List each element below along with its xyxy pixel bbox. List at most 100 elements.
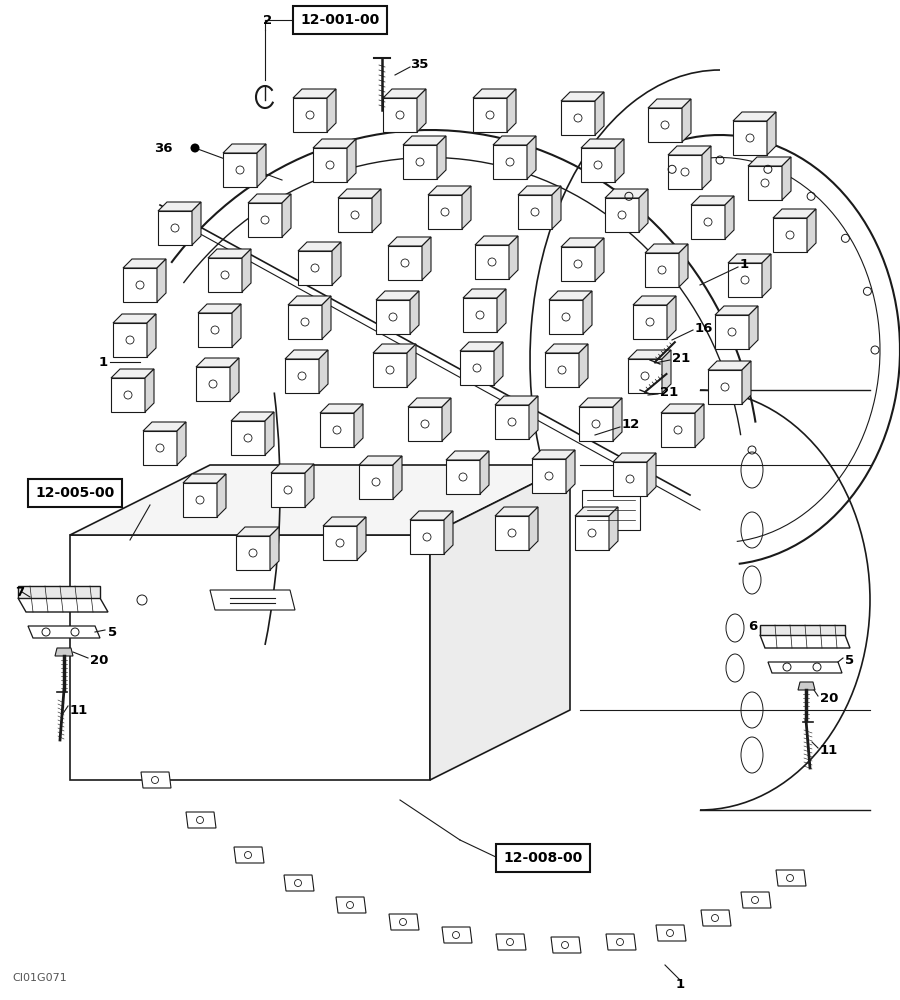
Polygon shape	[581, 148, 615, 182]
Polygon shape	[473, 98, 507, 132]
Polygon shape	[495, 396, 538, 405]
Polygon shape	[123, 259, 166, 268]
Polygon shape	[70, 465, 570, 535]
Polygon shape	[579, 407, 613, 441]
Polygon shape	[561, 238, 604, 247]
Polygon shape	[581, 139, 624, 148]
Text: 16: 16	[695, 322, 714, 334]
Polygon shape	[298, 251, 332, 285]
Text: 5: 5	[108, 626, 117, 639]
Polygon shape	[473, 89, 516, 98]
Polygon shape	[609, 507, 618, 550]
Polygon shape	[192, 202, 201, 245]
Polygon shape	[257, 144, 266, 187]
Polygon shape	[320, 404, 363, 413]
Polygon shape	[695, 404, 704, 447]
Polygon shape	[595, 238, 604, 281]
Polygon shape	[495, 507, 538, 516]
Text: 11: 11	[820, 744, 838, 756]
Polygon shape	[715, 315, 749, 349]
Polygon shape	[668, 155, 702, 189]
Polygon shape	[529, 507, 538, 550]
Polygon shape	[320, 413, 354, 447]
Polygon shape	[288, 296, 331, 305]
Polygon shape	[760, 635, 850, 648]
Polygon shape	[442, 398, 451, 441]
Polygon shape	[408, 398, 451, 407]
Polygon shape	[582, 490, 640, 530]
Polygon shape	[305, 464, 314, 507]
Polygon shape	[518, 186, 561, 195]
Polygon shape	[532, 450, 575, 459]
Polygon shape	[645, 253, 679, 287]
Polygon shape	[323, 526, 357, 560]
Polygon shape	[566, 450, 575, 493]
Text: 5: 5	[845, 654, 854, 666]
Text: CI01G071: CI01G071	[12, 973, 67, 983]
Polygon shape	[18, 598, 108, 612]
Polygon shape	[691, 205, 725, 239]
Polygon shape	[529, 396, 538, 439]
Text: 2: 2	[263, 13, 272, 26]
Polygon shape	[749, 306, 758, 349]
Polygon shape	[575, 507, 618, 516]
Polygon shape	[407, 344, 416, 387]
Polygon shape	[708, 361, 751, 370]
Polygon shape	[284, 875, 314, 891]
Polygon shape	[605, 189, 648, 198]
Polygon shape	[293, 98, 327, 132]
Polygon shape	[285, 359, 319, 393]
Polygon shape	[359, 465, 393, 499]
Polygon shape	[549, 291, 592, 300]
Polygon shape	[667, 296, 676, 339]
Polygon shape	[633, 296, 676, 305]
Polygon shape	[422, 237, 431, 280]
Polygon shape	[319, 350, 328, 393]
Polygon shape	[475, 236, 518, 245]
Polygon shape	[123, 268, 157, 302]
Polygon shape	[177, 422, 186, 465]
Polygon shape	[545, 344, 588, 353]
Polygon shape	[388, 246, 422, 280]
Polygon shape	[648, 99, 691, 108]
Text: 21: 21	[660, 385, 679, 398]
Polygon shape	[428, 195, 462, 229]
Text: 1: 1	[740, 258, 749, 271]
Polygon shape	[354, 404, 363, 447]
Polygon shape	[615, 139, 624, 182]
Polygon shape	[733, 112, 776, 121]
Polygon shape	[408, 407, 442, 441]
Polygon shape	[545, 353, 579, 387]
Polygon shape	[403, 136, 446, 145]
Circle shape	[191, 143, 200, 152]
Polygon shape	[495, 405, 529, 439]
Polygon shape	[613, 398, 622, 441]
Polygon shape	[298, 242, 341, 251]
Polygon shape	[661, 404, 704, 413]
Polygon shape	[28, 626, 100, 638]
Polygon shape	[767, 112, 776, 155]
Polygon shape	[113, 323, 147, 357]
Polygon shape	[494, 342, 503, 385]
Polygon shape	[628, 359, 662, 393]
Polygon shape	[248, 194, 291, 203]
Polygon shape	[428, 186, 471, 195]
Polygon shape	[196, 367, 230, 401]
Polygon shape	[111, 369, 154, 378]
Polygon shape	[157, 259, 166, 302]
Polygon shape	[147, 314, 156, 357]
Polygon shape	[561, 92, 604, 101]
Polygon shape	[111, 378, 145, 412]
Polygon shape	[158, 211, 192, 245]
Polygon shape	[605, 198, 639, 232]
Text: 12-001-00: 12-001-00	[301, 13, 380, 27]
Polygon shape	[561, 101, 595, 135]
Polygon shape	[768, 662, 842, 673]
Polygon shape	[113, 314, 156, 323]
Text: 11: 11	[70, 704, 88, 716]
Polygon shape	[143, 431, 177, 465]
FancyBboxPatch shape	[293, 6, 387, 34]
Polygon shape	[728, 254, 771, 263]
Polygon shape	[373, 353, 407, 387]
Polygon shape	[460, 351, 494, 385]
